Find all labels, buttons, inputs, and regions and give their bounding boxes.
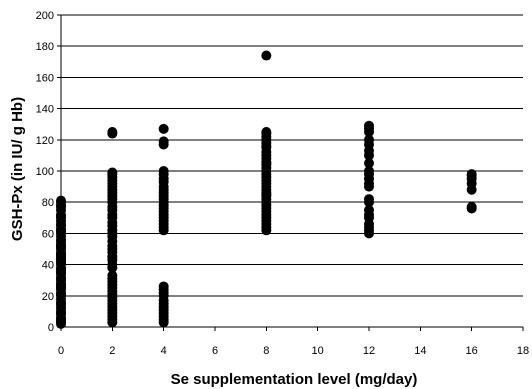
y-tick-label: 120 — [36, 135, 54, 147]
data-point — [364, 194, 374, 205]
y-tick-label: 100 — [36, 166, 54, 178]
y-tick-label: 180 — [36, 41, 54, 53]
data-point — [261, 50, 272, 61]
data-point — [364, 205, 374, 215]
data-point — [364, 166, 374, 176]
y-tick-label: 0 — [48, 322, 54, 334]
data-point — [158, 281, 169, 292]
x-tick-label: 16 — [466, 345, 478, 357]
axes — [57, 14, 524, 331]
y-tick-label: 80 — [42, 197, 54, 209]
y-tick-label: 60 — [42, 228, 54, 240]
data-point — [364, 134, 374, 145]
data-point — [364, 120, 374, 131]
y-tick-label: 200 — [36, 10, 54, 22]
data-points — [56, 50, 477, 329]
data-point — [261, 127, 272, 137]
gridlines — [61, 14, 523, 297]
data-point — [158, 123, 169, 134]
y-tick-label: 140 — [36, 104, 54, 116]
x-tick-label: 18 — [517, 345, 529, 357]
y-tick-label: 40 — [42, 260, 54, 272]
x-tick-labels: 0 2 4 6 8 10 12 14 16 18 — [58, 345, 529, 357]
x-tick-label: 6 — [212, 345, 218, 357]
x-tick-label: 2 — [109, 345, 115, 357]
data-point — [107, 254, 118, 265]
x-tick-label: 4 — [161, 345, 167, 357]
data-point — [466, 169, 477, 180]
y-tick-label: 20 — [42, 291, 54, 303]
y-tick-labels: 0 20 40 60 80 100 120 140 160 180 200 — [36, 10, 54, 334]
data-point — [107, 270, 118, 281]
x-tick-label: 14 — [414, 345, 426, 357]
data-point — [364, 158, 374, 169]
data-point — [107, 128, 118, 139]
x-tick-label: 12 — [363, 345, 375, 357]
data-point — [107, 167, 118, 178]
y-axis-title: GSH-Px (in IU/ g Hb) — [9, 97, 26, 241]
data-point — [158, 166, 169, 176]
data-point — [261, 156, 272, 167]
data-point — [158, 136, 169, 147]
x-tick-label: 0 — [58, 345, 64, 357]
x-axis-title: Se supplementation level (mg/day) — [171, 371, 418, 388]
x-tick-label: 8 — [263, 345, 269, 357]
data-point — [261, 189, 272, 200]
data-point — [466, 201, 477, 212]
y-tick-label: 160 — [36, 72, 54, 84]
x-tick-label: 10 — [312, 345, 324, 357]
